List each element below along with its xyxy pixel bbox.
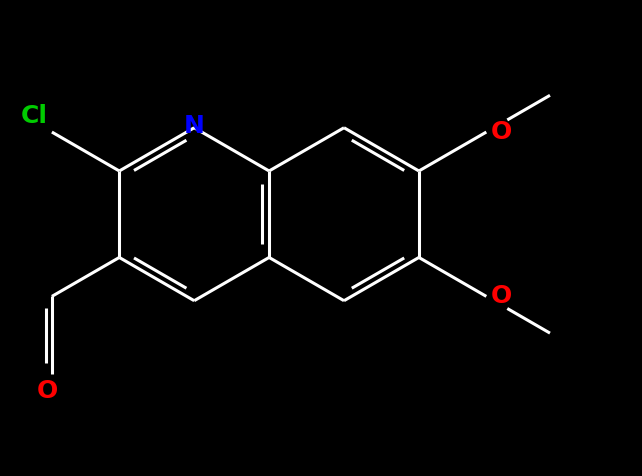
Text: Cl: Cl: [21, 104, 48, 128]
Text: O: O: [490, 120, 512, 144]
Text: O: O: [490, 284, 512, 308]
Text: N: N: [184, 114, 205, 138]
Text: O: O: [37, 378, 58, 403]
